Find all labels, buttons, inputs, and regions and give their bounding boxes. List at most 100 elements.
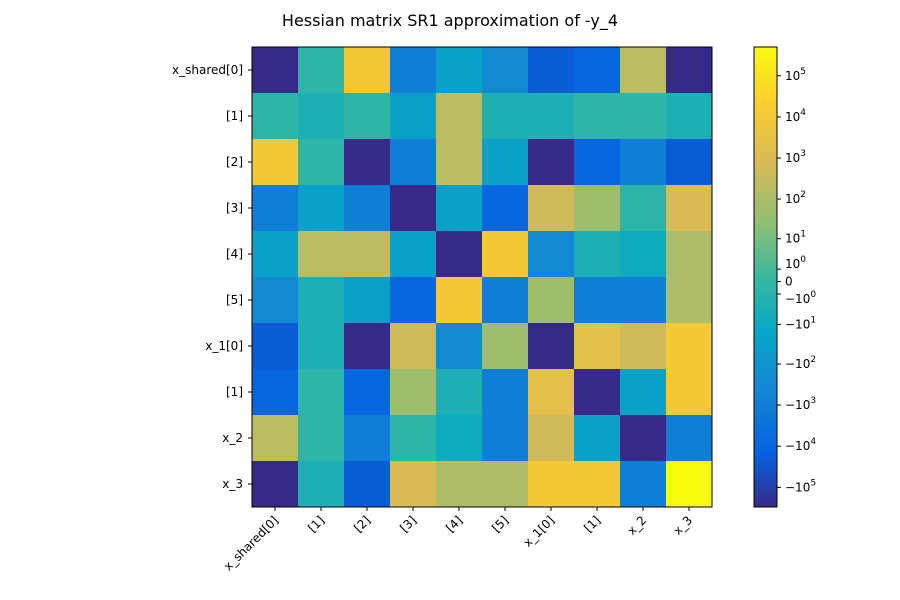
heatmap-cell: [620, 369, 667, 416]
row-tick-labels: x_shared[0] [1] [2] [3] [4] [5] x_1[0] [1] x_2 x_…: [172, 63, 252, 491]
heatmap-cell: [344, 231, 391, 278]
column-tick-label: x_1[0]: [521, 513, 558, 550]
heatmap-cell: [528, 185, 575, 232]
heatmap-cell: [344, 415, 391, 462]
column-tick-label: [3]: [397, 513, 419, 535]
colorbar-tick-label: −103: [785, 396, 816, 412]
heatmap-cell: [344, 93, 391, 140]
heatmap-cell: [574, 139, 621, 186]
heatmap-cell: [252, 185, 299, 232]
heatmap-cell: [528, 415, 575, 462]
heatmap-cell: [436, 139, 483, 186]
column-tick-labels: x_shared[0] [1] [2] [3] [4] [5] x_1[0] [1] x_2 x_…: [221, 507, 695, 573]
heatmap-cell: [482, 323, 529, 370]
heatmap-cell: [620, 461, 667, 508]
heatmap-cell: [298, 185, 345, 232]
heatmap-cell: [252, 323, 299, 370]
heatmap-cell: [666, 369, 713, 416]
heatmap-cell: [620, 415, 667, 462]
column-tick-label: [5]: [489, 513, 511, 535]
heatmap-cell: [298, 369, 345, 416]
colorbar-tick-label: 104: [785, 108, 806, 124]
heatmap-cell: [252, 47, 299, 94]
heatmap-cell: [528, 369, 575, 416]
heatmap-cell: [528, 231, 575, 278]
heatmap-cell: [574, 231, 621, 278]
heatmap-cell: [528, 47, 575, 94]
colorbar-tick-label: −104: [785, 437, 816, 453]
heatmap-cell: [390, 461, 437, 508]
heatmap-cell: [574, 415, 621, 462]
heatmap-cell: [298, 461, 345, 508]
colorbar-tick-label: −105: [785, 478, 816, 494]
heatmap-cell: [666, 231, 713, 278]
heatmap-cell: [344, 139, 391, 186]
heatmap-cell: [482, 461, 529, 508]
heatmap-cell: [482, 277, 529, 324]
heatmap-cell: [298, 415, 345, 462]
heatmap-cell: [344, 277, 391, 324]
heatmap-cell: [436, 369, 483, 416]
row-tick-label: x_shared[0]: [172, 63, 243, 77]
heatmap-cell: [298, 139, 345, 186]
heatmap-cell: [666, 277, 713, 324]
heatmap-cell: [528, 323, 575, 370]
row-tick-label: [3]: [226, 201, 243, 215]
heatmap-cell: [298, 47, 345, 94]
heatmap-cell: [574, 461, 621, 508]
heatmap-cell: [298, 277, 345, 324]
heatmap-frame: [251, 46, 713, 508]
colorbar-tick-label: −102: [785, 355, 816, 371]
heatmap-cell: [344, 369, 391, 416]
heatmap-cell: [390, 323, 437, 370]
heatmap-cell: [574, 369, 621, 416]
heatmap-cell: [574, 277, 621, 324]
heatmap-cell: [482, 185, 529, 232]
heatmap-cell: [482, 93, 529, 140]
heatmap-cell: [620, 139, 667, 186]
heatmap-cell: [252, 415, 299, 462]
heatmap-cell: [620, 185, 667, 232]
heatmap-cell: [298, 323, 345, 370]
heatmap-cell: [252, 93, 299, 140]
chart-title: Hessian matrix SR1 approximation of -y_4: [282, 11, 618, 31]
heatmap-cells: [252, 47, 713, 508]
heatmap-cell: [252, 231, 299, 278]
heatmap-cell: [574, 323, 621, 370]
heatmap-cell: [482, 231, 529, 278]
heatmap-cell: [436, 277, 483, 324]
heatmap-cell: [390, 369, 437, 416]
column-tick-label: [1]: [581, 513, 603, 535]
heatmap-cell: [252, 277, 299, 324]
colorbar-tick-label: 105: [785, 67, 806, 83]
heatmap-cell: [666, 47, 713, 94]
heatmap-cell: [528, 461, 575, 508]
heatmap-cell: [436, 93, 483, 140]
row-tick-label: [1]: [226, 109, 243, 123]
heatmap-cell: [666, 415, 713, 462]
heatmap-cell: [344, 323, 391, 370]
colorbar-tick-label: 103: [785, 149, 806, 165]
heatmap-cell: [390, 47, 437, 94]
heatmap-cell: [252, 461, 299, 508]
colorbar: [753, 46, 778, 508]
heatmap-cell: [390, 415, 437, 462]
heatmap-cell: [574, 47, 621, 94]
heatmap-cell: [482, 47, 529, 94]
colorbar-ticks: 105 104 103 102 101 100 0−100 −101 −102 −103 −104 −…: [777, 67, 816, 494]
heatmap-cell: [666, 323, 713, 370]
heatmap-cell: [528, 93, 575, 140]
heatmap-cell: [620, 93, 667, 140]
heatmap-cell: [436, 47, 483, 94]
colorbar-tick-label: −101: [785, 315, 816, 331]
heatmap-cell: [574, 93, 621, 140]
heatmap-cell: [252, 369, 299, 416]
heatmap-cell: [666, 93, 713, 140]
row-tick-label: [4]: [226, 247, 243, 261]
heatmap-cell: [298, 93, 345, 140]
heatmap-cell: [620, 323, 667, 370]
colorbar-tick-label: 100: [785, 255, 806, 271]
row-tick-label: x_3: [222, 477, 243, 491]
row-tick-label: [1]: [226, 385, 243, 399]
